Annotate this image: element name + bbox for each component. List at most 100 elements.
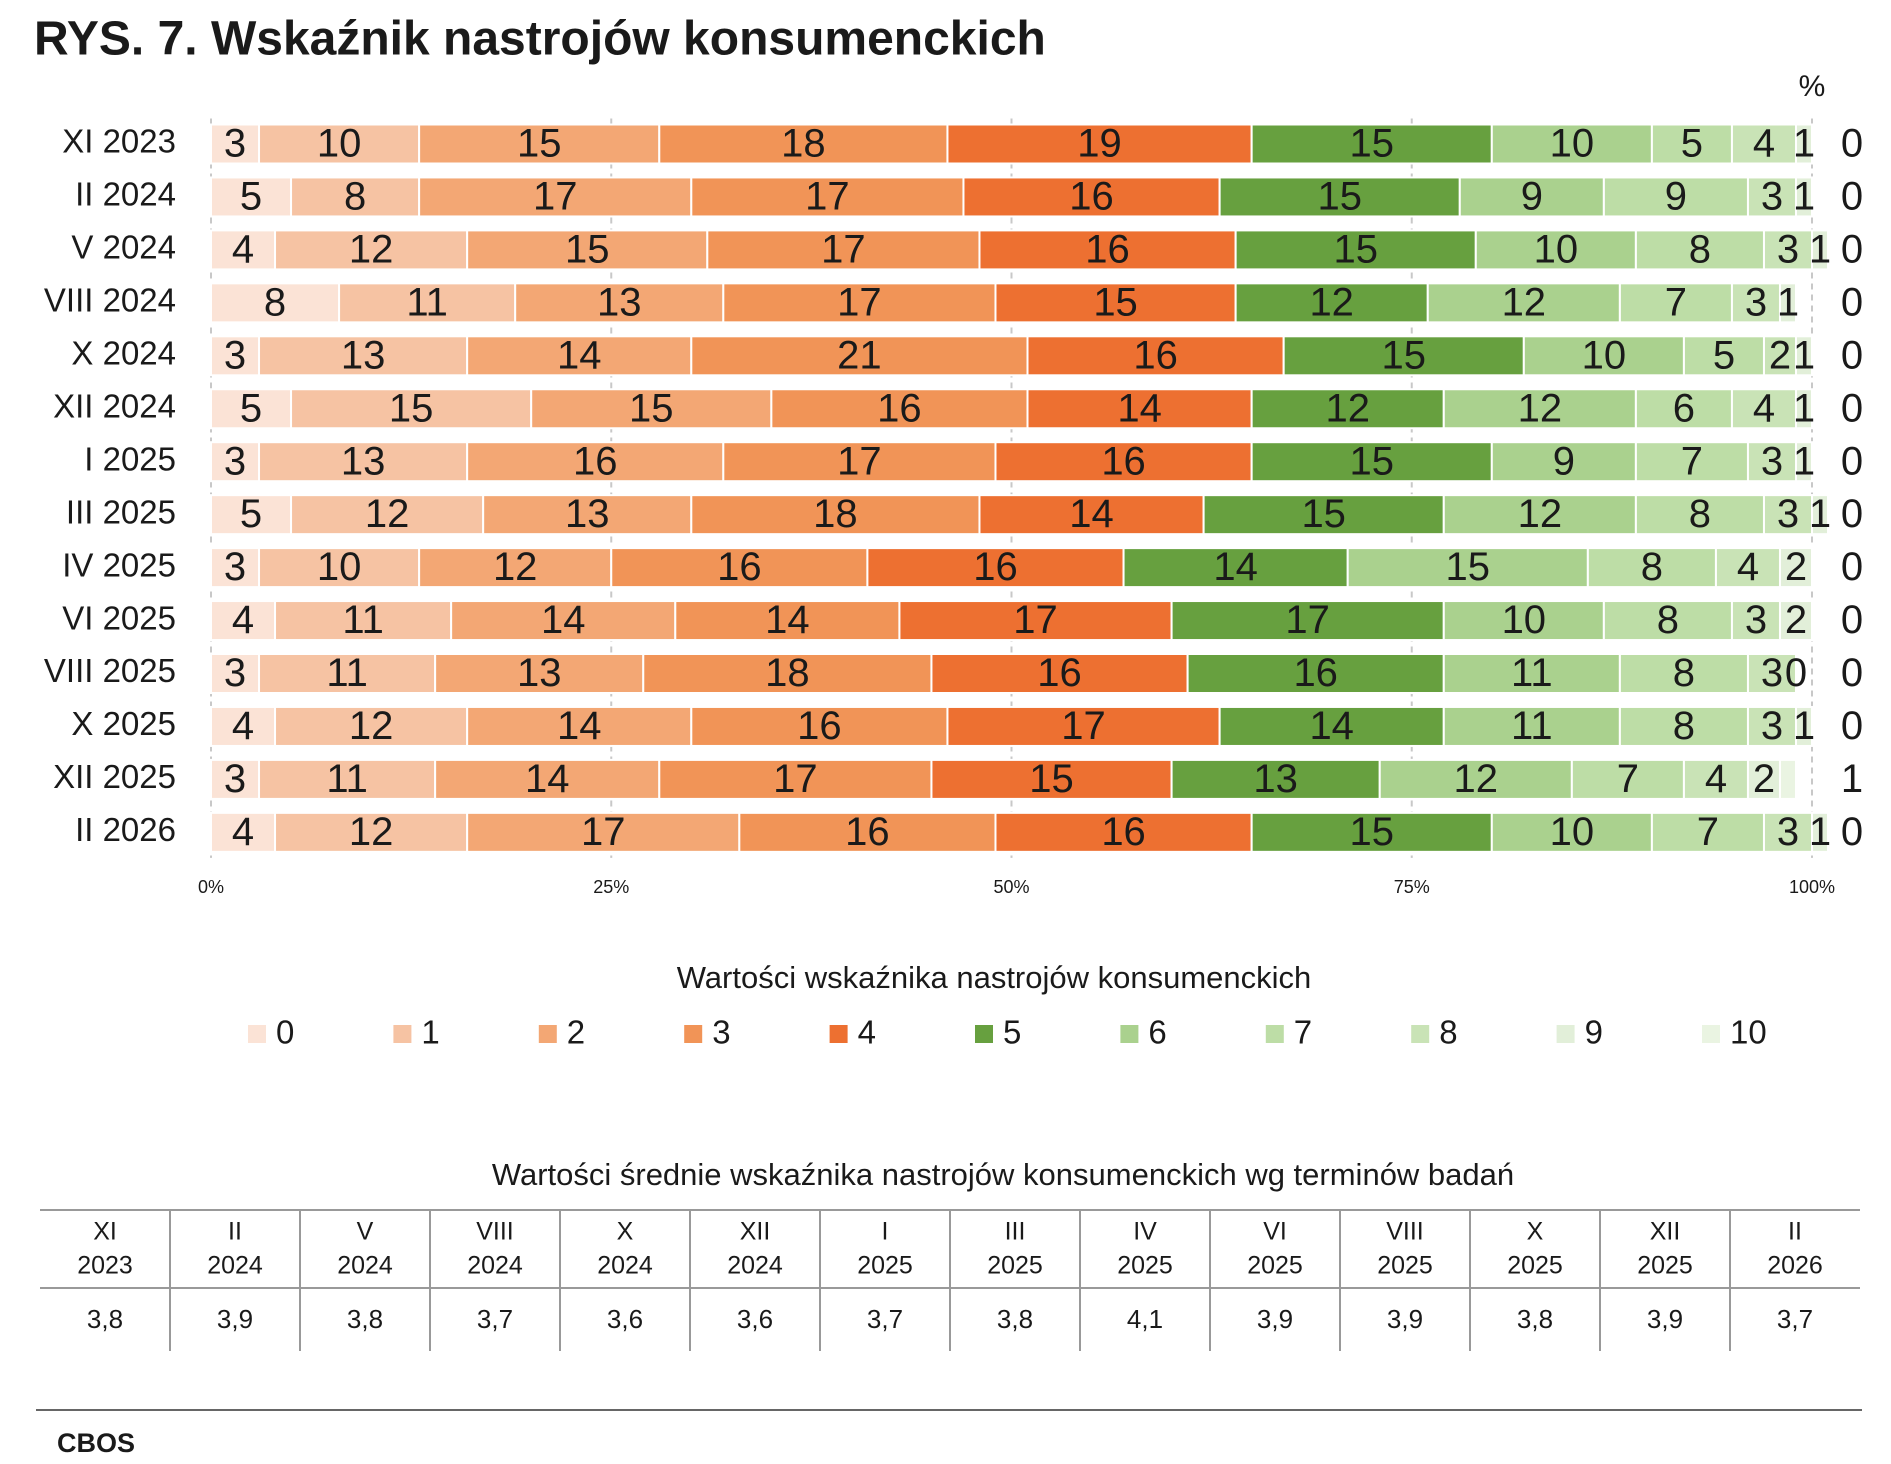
data-label: 16 (1085, 227, 1130, 271)
bar-segment (1170, 600, 1445, 642)
table-header: XII (1650, 1218, 1681, 1246)
data-label: 10 (1550, 810, 1595, 854)
data-label: 15 (1349, 439, 1394, 483)
data-label: 16 (797, 704, 842, 748)
bar-segment (1730, 600, 1781, 642)
bar-segment (1634, 441, 1749, 483)
bar-segment (274, 705, 469, 747)
data-label: 0 (1841, 280, 1863, 324)
data-label: 8 (264, 280, 286, 324)
y-tick-label: X 2025 (71, 705, 176, 742)
bar-segment (210, 441, 261, 483)
bar-segment (1170, 758, 1381, 800)
data-label: 4 (232, 598, 254, 642)
bar-segment (210, 229, 277, 271)
legend-swatch (1702, 1025, 1720, 1043)
data-label: 0 (1841, 333, 1863, 377)
bar-segment (674, 600, 901, 642)
table-cell: 3,7 (867, 1304, 903, 1334)
bar-segment (946, 123, 1253, 165)
x-tick-label: 25% (593, 877, 629, 897)
data-label: 6 (1673, 386, 1695, 430)
table-cell: 3,6 (737, 1304, 773, 1334)
bar-segment (1442, 705, 1621, 747)
data-label: 15 (517, 122, 562, 166)
table-cell: 4,1 (1127, 1304, 1163, 1334)
legend-label: 4 (858, 1014, 876, 1051)
data-label: 17 (581, 810, 626, 854)
data-label: 13 (1253, 757, 1298, 801)
data-label: 12 (349, 704, 394, 748)
data-label: 14 (1309, 704, 1354, 748)
data-label: 17 (837, 439, 882, 483)
data-label: 15 (1333, 227, 1378, 271)
data-label: 4 (1753, 122, 1775, 166)
data-label: 3 (224, 122, 246, 166)
bar-segment (1811, 494, 1830, 536)
legend-swatch (538, 1025, 557, 1043)
data-label: 10 (1534, 227, 1579, 271)
table-cell: 3,8 (997, 1304, 1033, 1334)
bar-segment (722, 282, 997, 324)
legend-swatch (1556, 1025, 1575, 1043)
table-header: 2025 (1117, 1252, 1173, 1280)
bar-segment (1586, 547, 1717, 589)
data-label: 1 (1809, 810, 1831, 854)
bar-segment (690, 705, 949, 747)
bar-segment (1602, 176, 1749, 218)
bar-segment (1122, 547, 1349, 589)
data-label: 8 (344, 175, 366, 219)
data-label: 14 (557, 704, 602, 748)
data-label: 0 (1841, 386, 1863, 430)
data-label: 3 (1745, 280, 1767, 324)
data-label: 1 (1841, 757, 1863, 801)
bar-segment (210, 388, 293, 430)
bar-segment (1442, 494, 1637, 536)
table-header: IV (1133, 1218, 1157, 1246)
data-label: 17 (1285, 598, 1330, 642)
data-label: 5 (1713, 333, 1735, 377)
x-tick-label: 0% (198, 877, 224, 897)
bar-segment (978, 229, 1237, 271)
data-label: 0 (1841, 545, 1863, 589)
bar-segment (1811, 811, 1830, 853)
y-tick-label: V 2024 (71, 229, 176, 266)
bar-segment (1490, 123, 1653, 165)
data-label: 17 (1061, 704, 1106, 748)
data-label: 8 (1689, 227, 1711, 271)
bar-segment (930, 758, 1173, 800)
table-header: 2024 (467, 1252, 523, 1280)
data-label: 16 (877, 386, 922, 430)
data-label: 17 (533, 175, 578, 219)
bar-segment (1794, 176, 1813, 218)
bar-segment (866, 547, 1125, 589)
bar-segment (1778, 758, 1797, 800)
data-label: 11 (326, 651, 368, 695)
bar-segment (434, 653, 645, 694)
data-label: 12 (1454, 757, 1499, 801)
bar-segment (1618, 653, 1749, 694)
data-label: 0 (1841, 704, 1863, 748)
data-label: 12 (349, 810, 394, 854)
bar-segment (418, 176, 693, 218)
bar-segment (466, 441, 725, 483)
legend-label: 1 (421, 1014, 439, 1051)
data-label: 1 (1809, 492, 1831, 536)
data-label: 15 (1349, 122, 1394, 166)
data-label: 4 (1705, 757, 1727, 801)
data-label: 17 (821, 227, 866, 271)
table-header: V (357, 1218, 374, 1246)
table-header: III (1005, 1218, 1026, 1246)
bar-segment (434, 758, 661, 800)
bar-segment (1778, 282, 1797, 324)
data-label: 15 (1301, 492, 1346, 536)
data-label: 4 (1753, 386, 1775, 430)
data-label: 13 (341, 439, 386, 483)
legend-label: 7 (1294, 1014, 1312, 1051)
bar-segment (978, 494, 1205, 536)
data-label: 3 (1777, 492, 1799, 536)
data-label: 10 (1502, 598, 1547, 642)
table-header: 2024 (337, 1252, 393, 1280)
data-label: 12 (1325, 386, 1370, 430)
bar-segment (1730, 388, 1797, 430)
